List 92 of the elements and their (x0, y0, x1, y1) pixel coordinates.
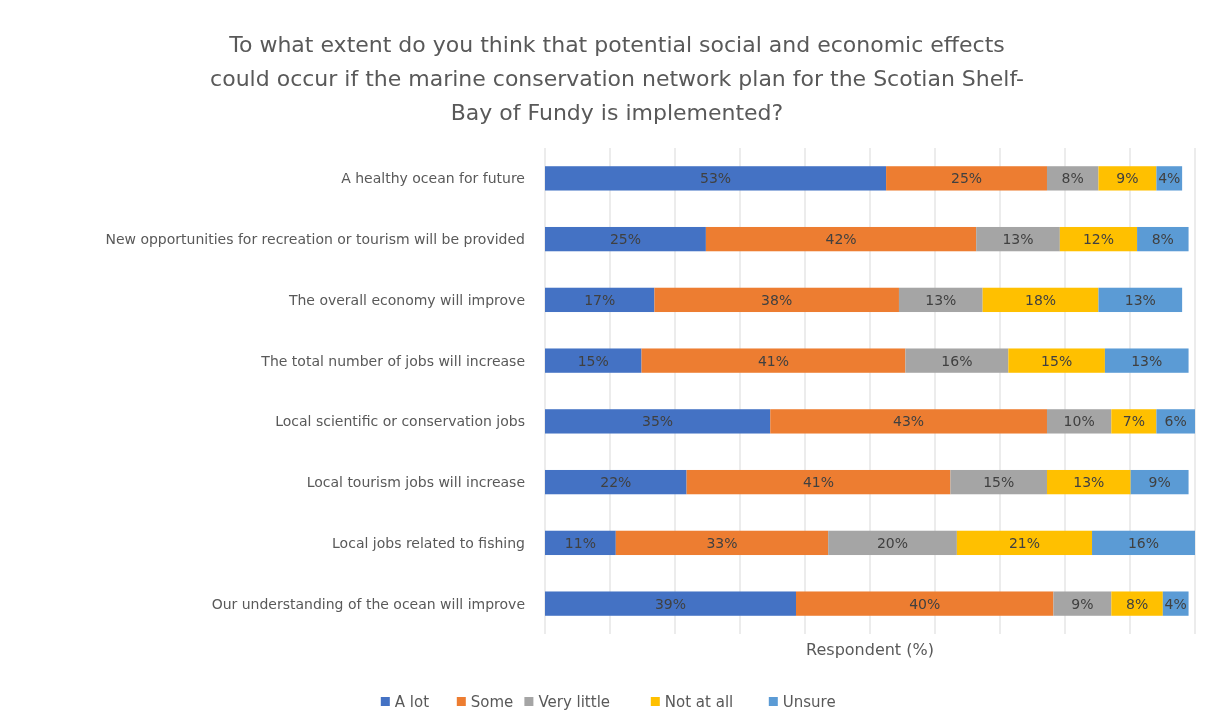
bar (1046, 409, 1112, 434)
data-label: 15% (1041, 352, 1073, 369)
data-label: 9% (1071, 595, 1094, 612)
data-label: 18% (1024, 291, 1057, 308)
bar (1008, 348, 1105, 373)
data-label: 41% (757, 352, 790, 369)
bar (1098, 166, 1157, 191)
data-label: 25% (950, 170, 983, 187)
bar (705, 226, 977, 252)
y-tick-label: Local jobs related to fishing (332, 534, 525, 551)
bar (795, 591, 1054, 616)
x-axis-title: Respondent (%) (806, 640, 934, 659)
bar (1059, 226, 1138, 252)
y-tick-label: Our understanding of the ocean will improve (211, 595, 525, 612)
data-label: 11% (564, 534, 596, 551)
data-label: 4% (1164, 595, 1187, 612)
data-label: 40% (909, 595, 941, 612)
bar (950, 469, 1047, 495)
data-label: 35% (642, 413, 674, 430)
bar (770, 409, 1047, 434)
data-label: 43% (893, 413, 925, 430)
y-tick-label: Local scientific or conservation jobs (275, 413, 525, 430)
legend-label: Not at all (664, 693, 734, 712)
bar (654, 287, 899, 313)
bar (545, 409, 771, 434)
bar (1046, 469, 1131, 495)
legend-label: A lot (394, 693, 430, 712)
bar (545, 591, 796, 616)
data-label: 13% (1073, 474, 1105, 491)
y-tick-label: The overall economy will improve (287, 291, 525, 308)
bar (976, 226, 1060, 252)
data-label: 13% (1131, 352, 1163, 369)
data-label: 15% (577, 352, 609, 369)
data-label: 22% (600, 474, 632, 491)
bar (1092, 530, 1195, 556)
data-label: 13% (1002, 231, 1034, 248)
legend-label: Some (470, 693, 514, 712)
bar (641, 348, 906, 373)
data-label: 8% (1151, 231, 1174, 248)
data-label: 9% (1116, 170, 1139, 187)
bar (545, 348, 642, 373)
bar (686, 469, 951, 495)
data-label: 20% (876, 534, 909, 551)
data-label: 33% (706, 534, 738, 551)
data-label: 12% (1082, 231, 1115, 248)
bar (956, 530, 1093, 556)
bar (545, 226, 706, 252)
data-label: 39% (654, 595, 687, 612)
data-label: 16% (941, 352, 973, 369)
bar (898, 287, 983, 313)
bar (1130, 469, 1189, 495)
bar (1111, 591, 1163, 616)
bar (905, 348, 1009, 373)
bar (545, 166, 887, 191)
data-label: 25% (609, 231, 642, 248)
data-label: 15% (983, 474, 1015, 491)
bar (545, 530, 616, 556)
data-label: 8% (1125, 595, 1149, 612)
data-label: 17% (584, 291, 616, 308)
data-label: 8% (1061, 170, 1084, 187)
bar (886, 166, 1047, 191)
y-tick-label: Local tourism jobs will increase (306, 474, 525, 491)
bar (1111, 409, 1157, 434)
bar (1046, 166, 1099, 191)
bar (1053, 591, 1112, 616)
bar (545, 469, 687, 495)
data-label: 38% (761, 291, 793, 308)
data-label: 53% (699, 170, 732, 187)
data-label: 42% (825, 231, 857, 248)
bar (828, 530, 957, 556)
y-tick-label: The total number of jobs will increase (260, 352, 525, 369)
data-label: 16% (1127, 534, 1160, 551)
bar (982, 287, 1099, 313)
y-tick-label: New opportunities for recreation or tourism will be provided (105, 231, 525, 248)
legend-label: Very little (538, 693, 611, 712)
bar (1098, 287, 1183, 313)
bar (545, 287, 655, 313)
legend-label: Unsure (782, 693, 836, 712)
data-label: 10% (1063, 413, 1095, 430)
y-tick-label: A healthy ocean for future (341, 170, 525, 187)
data-label: 13% (925, 291, 957, 308)
data-label: 6% (1164, 413, 1187, 430)
bar (1104, 348, 1189, 373)
bar (1156, 409, 1195, 434)
data-label: 7% (1122, 413, 1145, 430)
data-label: 13% (1124, 291, 1156, 308)
data-label: 4% (1158, 170, 1181, 187)
data-label: 21% (1008, 534, 1041, 551)
data-label: 9% (1148, 474, 1171, 491)
bar (615, 530, 829, 556)
data-label: 41% (802, 474, 835, 491)
chart-title: To what extent do you think that potential social and economic effects could occur if the marine conservation network plan for the Scotian Shelf-Bay of Fundy is implemented? (210, 32, 1024, 125)
